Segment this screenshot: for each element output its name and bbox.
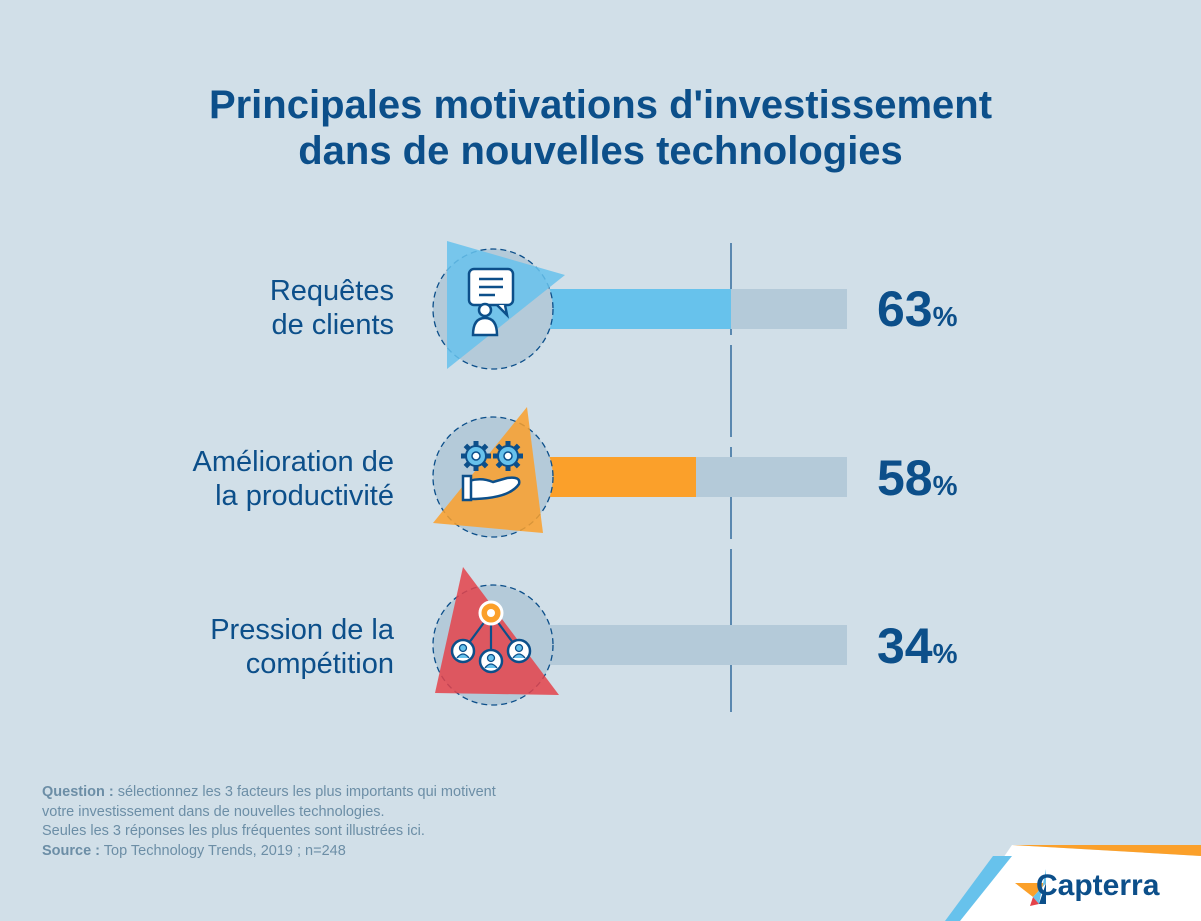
gear-left-icon [461, 441, 491, 471]
network-hub-center [487, 609, 495, 617]
value-label-1-percent-sign: % [932, 301, 958, 332]
category-label-2-line-2: la productivité [215, 480, 394, 512]
value-label-2: 58% [877, 450, 958, 514]
category-label-1-line-1: Requêtes [269, 275, 394, 307]
logo-navy-shard [1039, 883, 1046, 904]
question-text-2: votre investissement dans de nouvelles t… [42, 803, 385, 820]
value-label-2-percent-sign: % [932, 470, 958, 501]
value-label-3-percent-sign: % [932, 638, 958, 669]
capterra-logo-icon [1015, 869, 1046, 906]
category-label-3-line-1: Pression de la [210, 614, 394, 646]
category-label-3: Pression de la compétition [64, 613, 394, 681]
person-node-body [512, 653, 526, 659]
value-label-3-number: 34 [877, 618, 933, 674]
value-label-2-number: 58 [877, 450, 933, 506]
logo-orange-shard [1015, 883, 1046, 897]
corner-white-band [960, 845, 1201, 921]
chart-title-line-1: Principales motivations d'investissement [208, 83, 993, 127]
person-node-body [484, 663, 498, 669]
icon-accent-triangle [433, 407, 543, 533]
question-text-1: sélectionnez les 3 facteurs les plus imp… [113, 784, 496, 800]
chart-title-line-2: dans de nouvelles technologies [298, 129, 903, 173]
category-label-2: Amélioration de la productivité [64, 445, 395, 513]
category-label-3-line-2: compétition [245, 648, 394, 680]
person-node-head [458, 643, 468, 653]
customer-request-icon [432, 241, 565, 370]
gears-hand-icon [432, 407, 554, 538]
source-label: Source : [42, 842, 101, 859]
logo-blue-shard [1033, 869, 1046, 904]
value-label-1: 63% [877, 281, 958, 345]
value-label-3: 34% [877, 618, 958, 682]
network-people-icon [432, 567, 559, 706]
category-label-1-line-2: de clients [271, 309, 394, 341]
chart-title: Principales motivations d'investissement… [0, 82, 1201, 174]
gear-right-icon [493, 441, 523, 471]
gear-hole [471, 451, 481, 461]
capterra-wordmark: Capterra [1036, 869, 1160, 902]
speech-bubble-tail [496, 304, 510, 319]
footnote-note: Seules les 3 réponses les plus fréquente… [42, 823, 425, 839]
icon-accent-triangle [435, 567, 559, 695]
question-label: Question : [42, 784, 114, 800]
value-label-1-number: 63 [877, 281, 933, 337]
gear-hole [503, 451, 513, 461]
footnote: Question : sélectionnez les 3 facteurs l… [42, 783, 662, 861]
corner-blue-band [945, 856, 1012, 921]
person-node-body [456, 653, 470, 659]
source-text: Top Technology Trends, 2019 ; n=248 [100, 842, 346, 859]
category-label-1: Requêtes de clients [64, 274, 394, 342]
corner-orange-band [1012, 845, 1201, 856]
person-head [477, 302, 493, 318]
person-node-head [486, 653, 496, 663]
person-body [471, 316, 499, 337]
category-label-2-line-1: Amélioration de [192, 446, 395, 478]
hand-cuff [461, 474, 473, 502]
logo-red-shard [1030, 897, 1039, 906]
open-hand [467, 476, 521, 501]
person-node-head [514, 643, 524, 653]
